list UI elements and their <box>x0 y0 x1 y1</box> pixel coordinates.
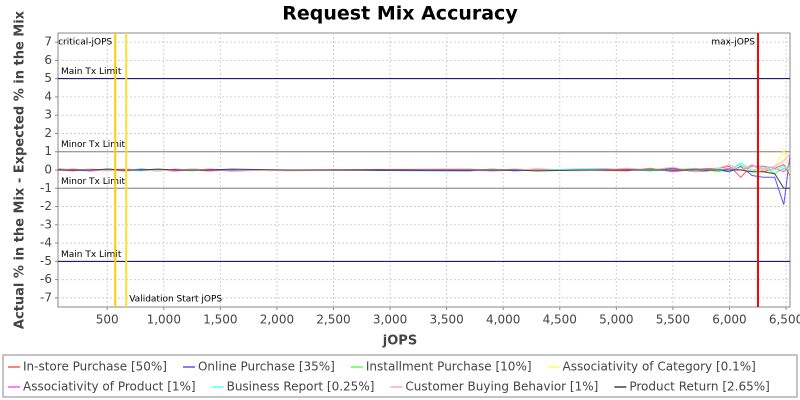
y-tick-label: 7 <box>44 35 52 49</box>
legend-label: Product Return [2.65%] <box>629 380 770 394</box>
legend-label: Online Purchase [35%] <box>198 360 335 374</box>
x-tick-label: 1,000 <box>147 313 181 327</box>
x-tick-label: 6,500 <box>769 313 800 327</box>
x-tick-label: 2,000 <box>260 313 294 327</box>
x-tick-label: 6,000 <box>712 313 746 327</box>
legend-label: Associativity of Category [0.1%] <box>563 360 756 374</box>
legend-label: Customer Buying Behavior [1%] <box>405 380 598 394</box>
y-tick-label: -7 <box>40 290 52 304</box>
y-tick-label: -3 <box>40 217 52 231</box>
y-tick-label: 4 <box>44 89 52 103</box>
marker-label: Validation Start jOPS <box>129 295 222 305</box>
legend-label: In-store Purchase [50%] <box>23 360 167 374</box>
legend-box <box>2 354 798 398</box>
x-tick-label: 4,000 <box>486 313 520 327</box>
series-line <box>58 168 790 189</box>
marker-label: max-jOPS <box>711 38 755 48</box>
y-tick-label: 3 <box>44 108 52 122</box>
y-tick-label: -6 <box>40 272 52 286</box>
chart-title: Request Mix Accuracy <box>282 3 518 25</box>
y-tick-label: 2 <box>44 126 52 140</box>
limit-label: Minor Tx Limit <box>61 177 126 187</box>
legend-label: Business Report [0.25%] <box>227 380 375 394</box>
y-axis-label: Actual % in the Mix - Expected % in the … <box>13 10 28 329</box>
x-tick-label: 3,000 <box>373 313 407 327</box>
x-tick-label: 5,000 <box>599 313 633 327</box>
x-tick-label: 5,500 <box>656 313 690 327</box>
x-tick-label: 1,500 <box>203 313 237 327</box>
legend-label: Installment Purchase [10%] <box>366 360 532 374</box>
limit-label: Main Tx Limit <box>61 250 122 260</box>
limit-label: Main Tx Limit <box>61 67 122 77</box>
y-tick-label: 0 <box>44 163 52 177</box>
x-tick-label: 2,500 <box>316 313 350 327</box>
marker-label: critical-jOPS <box>58 38 112 48</box>
x-axis-label: jOPS <box>382 334 417 349</box>
y-tick-label: -2 <box>40 199 52 213</box>
series-group <box>58 148 790 205</box>
y-tick-label: 6 <box>44 53 52 67</box>
y-tick-label: -4 <box>40 236 52 250</box>
y-tick-label: -1 <box>40 181 52 195</box>
y-tick-label: 1 <box>44 144 52 158</box>
limit-label: Minor Tx Limit <box>61 140 126 150</box>
x-tick-label: 500 <box>96 313 119 327</box>
y-tick-label: -5 <box>40 254 52 268</box>
x-tick-label: 4,500 <box>543 313 577 327</box>
legend-label: Associativity of Product [1%] <box>23 380 196 394</box>
y-tick-label: 5 <box>44 71 52 85</box>
x-tick-label: 3,500 <box>429 313 463 327</box>
